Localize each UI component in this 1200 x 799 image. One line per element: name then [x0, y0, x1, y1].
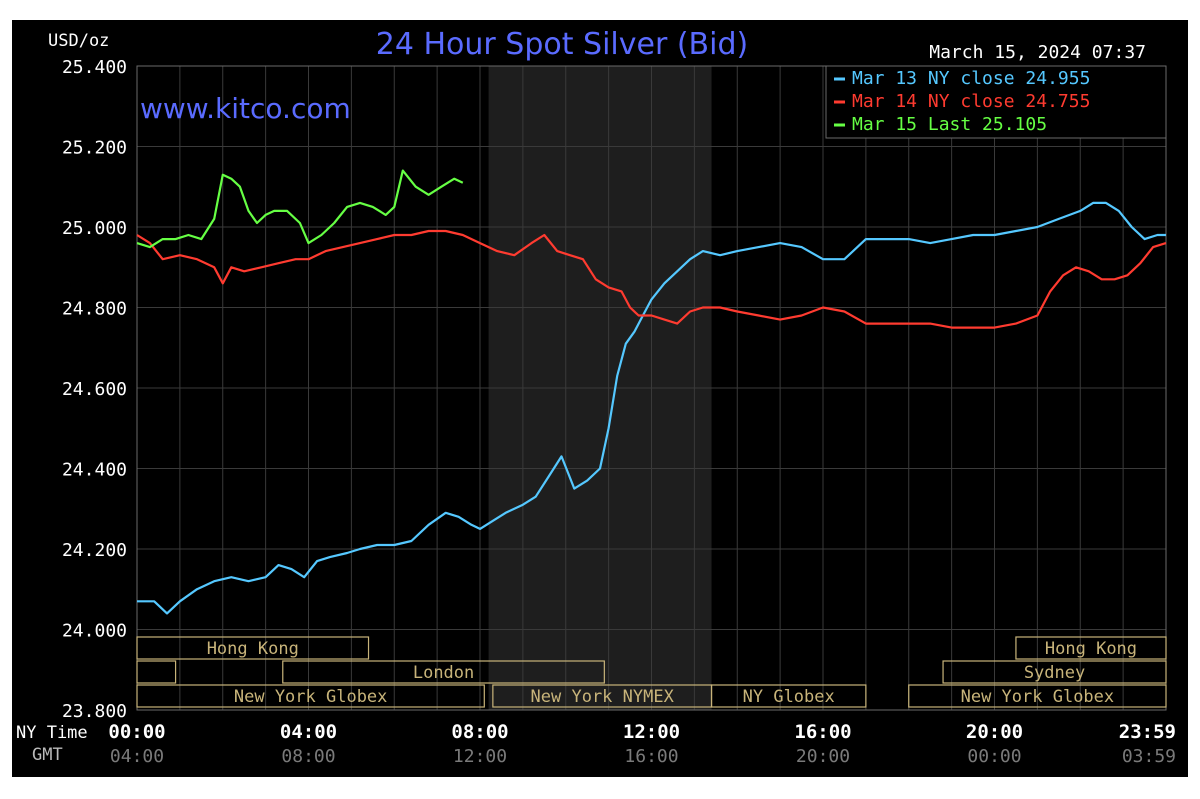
x-tick-label-gmt: 20:00 [796, 746, 850, 767]
y-tick-label: 24.000 [62, 621, 127, 642]
legend-box [825, 65, 1167, 139]
x-tick-label-ny: 08:00 [451, 721, 508, 743]
watermark-url: www.kitco.com [140, 92, 351, 125]
session-label: Sydney [1024, 663, 1085, 683]
chart-title: 24 Hour Spot Silver (Bid) [376, 27, 748, 62]
session-box [136, 660, 177, 684]
series-line-1 [136, 229, 1167, 329]
y-tick-label: 24.400 [62, 460, 127, 481]
y-tick-label: 24.200 [62, 540, 127, 561]
session-label: NY Globex [743, 687, 835, 707]
session-label: New York Globex [961, 687, 1115, 707]
session-label: Hong Kong [207, 639, 299, 659]
legend-entry: Mar 14 NY close 24.755 [852, 91, 1090, 112]
chart-frame: Hong Kong Hong Kong London Sydney New York G… [12, 20, 1188, 777]
x-tick-label-ny: 00:00 [108, 721, 165, 743]
session-box [710, 684, 867, 708]
plot-border [136, 65, 1167, 711]
x-tick-label-gmt: 08:00 [281, 746, 335, 767]
legend-entry: Mar 13 NY close 24.955 [852, 68, 1090, 89]
session-box [136, 636, 370, 660]
session-box [136, 684, 485, 708]
x-tick-label-gmt: 12:00 [453, 746, 507, 767]
session-box [942, 660, 1167, 684]
series-line-0 [137, 201, 1166, 615]
x-tick-label-ny: 12:00 [623, 721, 680, 743]
y-tick-label: 25.400 [62, 57, 127, 78]
session-label: Hong Kong [1045, 639, 1137, 659]
series-line-2 [136, 169, 464, 249]
x-tick-label-ny: 23:59 [1119, 721, 1176, 743]
x-row-label-ny: NY Time [16, 723, 88, 743]
session-label: New York Globex [234, 687, 388, 707]
y-tick-label: 24.600 [62, 379, 127, 400]
session-box [908, 684, 1167, 708]
x-tick-label-gmt: 16:00 [624, 746, 678, 767]
x-row-label-gmt: GMT [32, 745, 63, 765]
x-tick-label-gmt: 03:59 [1122, 746, 1176, 767]
session-label: New York NYMEX [531, 687, 675, 707]
y-tick-label: 24.800 [62, 299, 127, 320]
session-box [282, 660, 605, 684]
y-tick-label: 23.800 [62, 701, 127, 722]
session-box [1015, 636, 1167, 660]
y-tick-label: 25.000 [62, 218, 127, 239]
y-tick-label: 25.200 [62, 138, 127, 159]
price-chart: Hong Kong Hong Kong London Sydney New York G… [16, 27, 1176, 767]
x-tick-label-gmt: 04:00 [110, 746, 164, 767]
x-tick-label-ny: 16:00 [794, 721, 851, 743]
x-tick-label-ny: 04:00 [280, 721, 337, 743]
legend-entry: Mar 15 Last 25.105 [852, 114, 1047, 135]
session-label: London [413, 663, 474, 683]
date-stamp: March 15, 2024 07:37 [929, 42, 1146, 63]
x-tick-label-gmt: 00:00 [967, 746, 1021, 767]
x-tick-label-ny: 20:00 [966, 721, 1023, 743]
y-axis-unit-label: USD/oz [48, 31, 109, 51]
